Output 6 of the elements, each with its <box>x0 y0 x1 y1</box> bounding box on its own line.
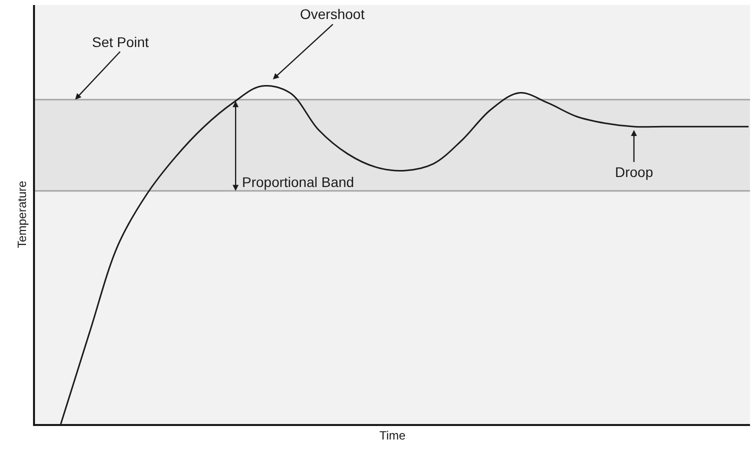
text: Overshoot <box>300 6 365 22</box>
ref-line-label: Set Point <box>92 34 149 50</box>
band-label: Proportional Band <box>242 174 354 190</box>
y-axis-title: Temperature <box>15 180 30 248</box>
annotation: Droop <box>615 164 654 180</box>
x-axis-title: Time <box>379 428 406 443</box>
